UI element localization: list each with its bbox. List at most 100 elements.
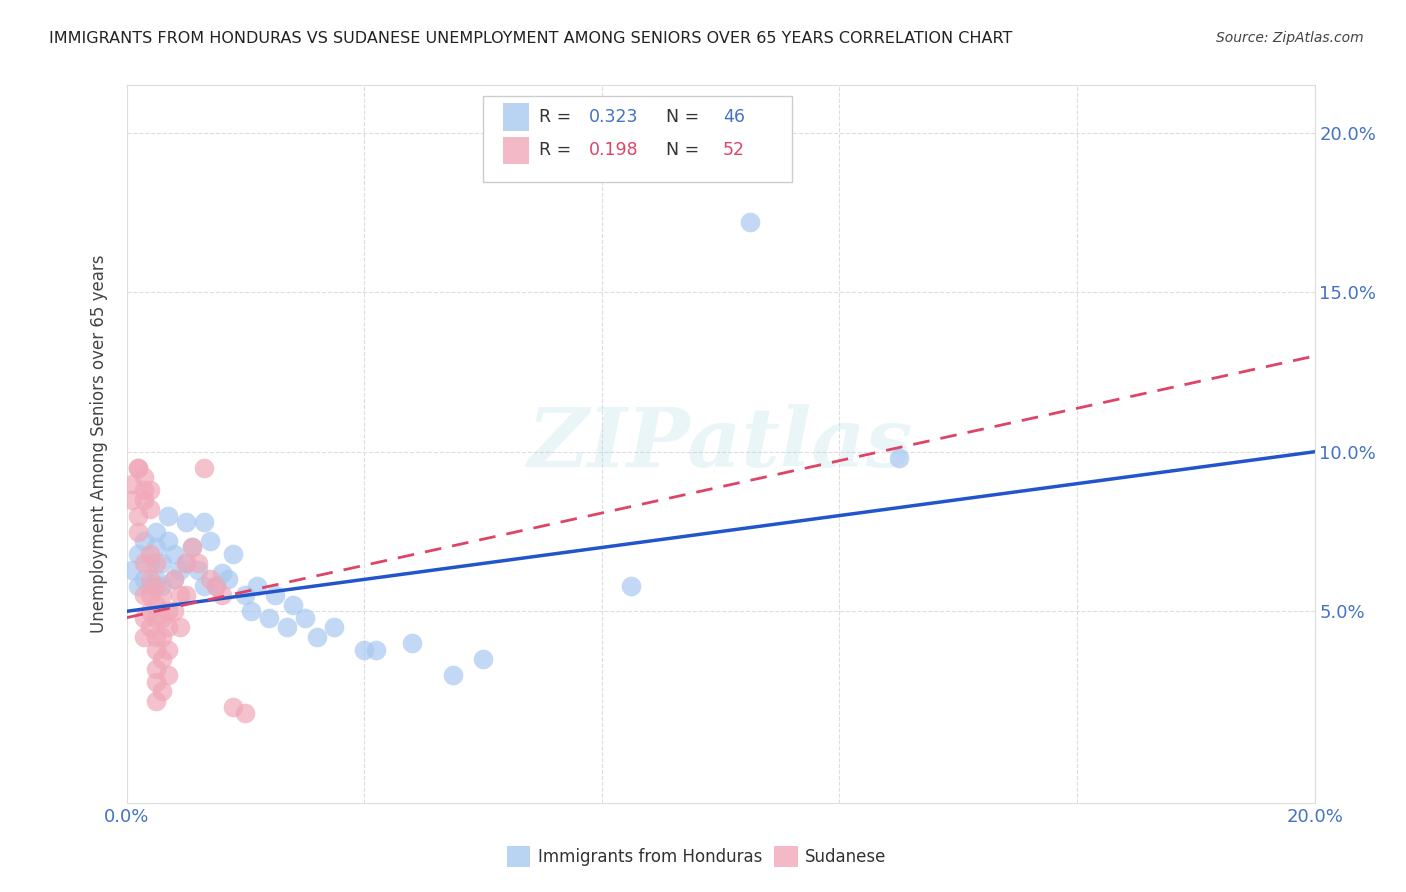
Point xyxy=(353,642,375,657)
Point xyxy=(233,588,257,602)
Point xyxy=(121,476,143,491)
Text: R =: R = xyxy=(538,108,576,126)
Point xyxy=(163,573,186,587)
Point xyxy=(127,508,149,523)
Point xyxy=(145,642,167,657)
Point xyxy=(127,460,149,475)
Point xyxy=(145,598,167,612)
Point xyxy=(157,642,180,657)
Point xyxy=(740,215,762,229)
Point xyxy=(157,604,180,618)
Point xyxy=(139,579,162,593)
Point xyxy=(163,547,186,561)
Y-axis label: Unemployment Among Seniors over 65 years: Unemployment Among Seniors over 65 years xyxy=(90,254,108,633)
Point xyxy=(180,541,202,555)
Point xyxy=(134,610,156,624)
Point xyxy=(294,610,316,624)
Point xyxy=(139,573,162,587)
Point xyxy=(217,573,239,587)
Point xyxy=(198,534,221,549)
Point xyxy=(150,579,173,593)
Point xyxy=(145,694,167,708)
Text: IMMIGRANTS FROM HONDURAS VS SUDANESE UNEMPLOYMENT AMONG SENIORS OVER 65 YEARS CO: IMMIGRANTS FROM HONDURAS VS SUDANESE UNE… xyxy=(49,31,1012,46)
Text: 0.323: 0.323 xyxy=(589,108,638,126)
Point xyxy=(174,557,197,571)
Text: N =: N = xyxy=(655,108,704,126)
Point xyxy=(145,541,167,555)
Point xyxy=(127,547,149,561)
Point xyxy=(139,588,162,602)
Text: ZIPatlas: ZIPatlas xyxy=(527,404,914,483)
Point xyxy=(157,534,180,549)
Point xyxy=(150,588,173,602)
Point xyxy=(134,588,156,602)
Point xyxy=(187,557,209,571)
FancyBboxPatch shape xyxy=(503,136,529,164)
Point xyxy=(145,524,167,539)
Text: Source: ZipAtlas.com: Source: ZipAtlas.com xyxy=(1216,31,1364,45)
Text: 52: 52 xyxy=(723,141,745,160)
Text: 0.198: 0.198 xyxy=(589,141,638,160)
Point xyxy=(157,508,180,523)
Point xyxy=(127,579,149,593)
Point xyxy=(441,668,464,682)
Text: Sudanese: Sudanese xyxy=(804,847,886,865)
Point xyxy=(169,588,191,602)
Point xyxy=(204,579,226,593)
Point xyxy=(150,630,173,644)
Point xyxy=(145,579,167,593)
Point xyxy=(204,579,226,593)
Point xyxy=(139,502,162,516)
Point xyxy=(198,573,221,587)
Point xyxy=(150,684,173,698)
Point xyxy=(145,557,167,571)
Point xyxy=(240,604,263,618)
Point xyxy=(139,547,162,561)
Point xyxy=(401,636,423,650)
Point xyxy=(145,674,167,689)
Text: N =: N = xyxy=(655,141,704,160)
Text: 46: 46 xyxy=(723,108,745,126)
FancyBboxPatch shape xyxy=(484,95,792,182)
FancyBboxPatch shape xyxy=(503,103,529,131)
Point xyxy=(139,557,162,571)
Point xyxy=(169,620,191,634)
Point xyxy=(222,700,245,714)
Point xyxy=(174,588,197,602)
Point xyxy=(276,620,298,634)
Point xyxy=(139,604,162,618)
Point xyxy=(620,579,643,593)
Point xyxy=(127,524,149,539)
Point xyxy=(187,563,209,577)
Point xyxy=(134,492,156,507)
Point xyxy=(145,630,167,644)
Text: Immigrants from Honduras: Immigrants from Honduras xyxy=(537,847,762,865)
Point xyxy=(211,588,233,602)
Point xyxy=(121,563,143,577)
Point xyxy=(472,652,495,666)
Point xyxy=(180,541,202,555)
Point xyxy=(169,563,191,577)
Point xyxy=(139,620,162,634)
Point xyxy=(193,579,215,593)
Point xyxy=(163,604,186,618)
Point xyxy=(121,492,143,507)
FancyBboxPatch shape xyxy=(506,846,530,867)
Point xyxy=(233,706,257,721)
Point xyxy=(134,534,156,549)
Point xyxy=(174,515,197,529)
FancyBboxPatch shape xyxy=(775,846,797,867)
Point xyxy=(264,588,287,602)
Point xyxy=(163,573,186,587)
Point xyxy=(145,662,167,676)
Point xyxy=(211,566,233,580)
Point xyxy=(134,557,156,571)
Point xyxy=(157,668,180,682)
Text: R =: R = xyxy=(538,141,576,160)
Point xyxy=(193,515,215,529)
Point xyxy=(150,652,173,666)
Point xyxy=(281,598,304,612)
Point xyxy=(257,610,280,624)
Point xyxy=(246,579,269,593)
Point xyxy=(157,620,180,634)
